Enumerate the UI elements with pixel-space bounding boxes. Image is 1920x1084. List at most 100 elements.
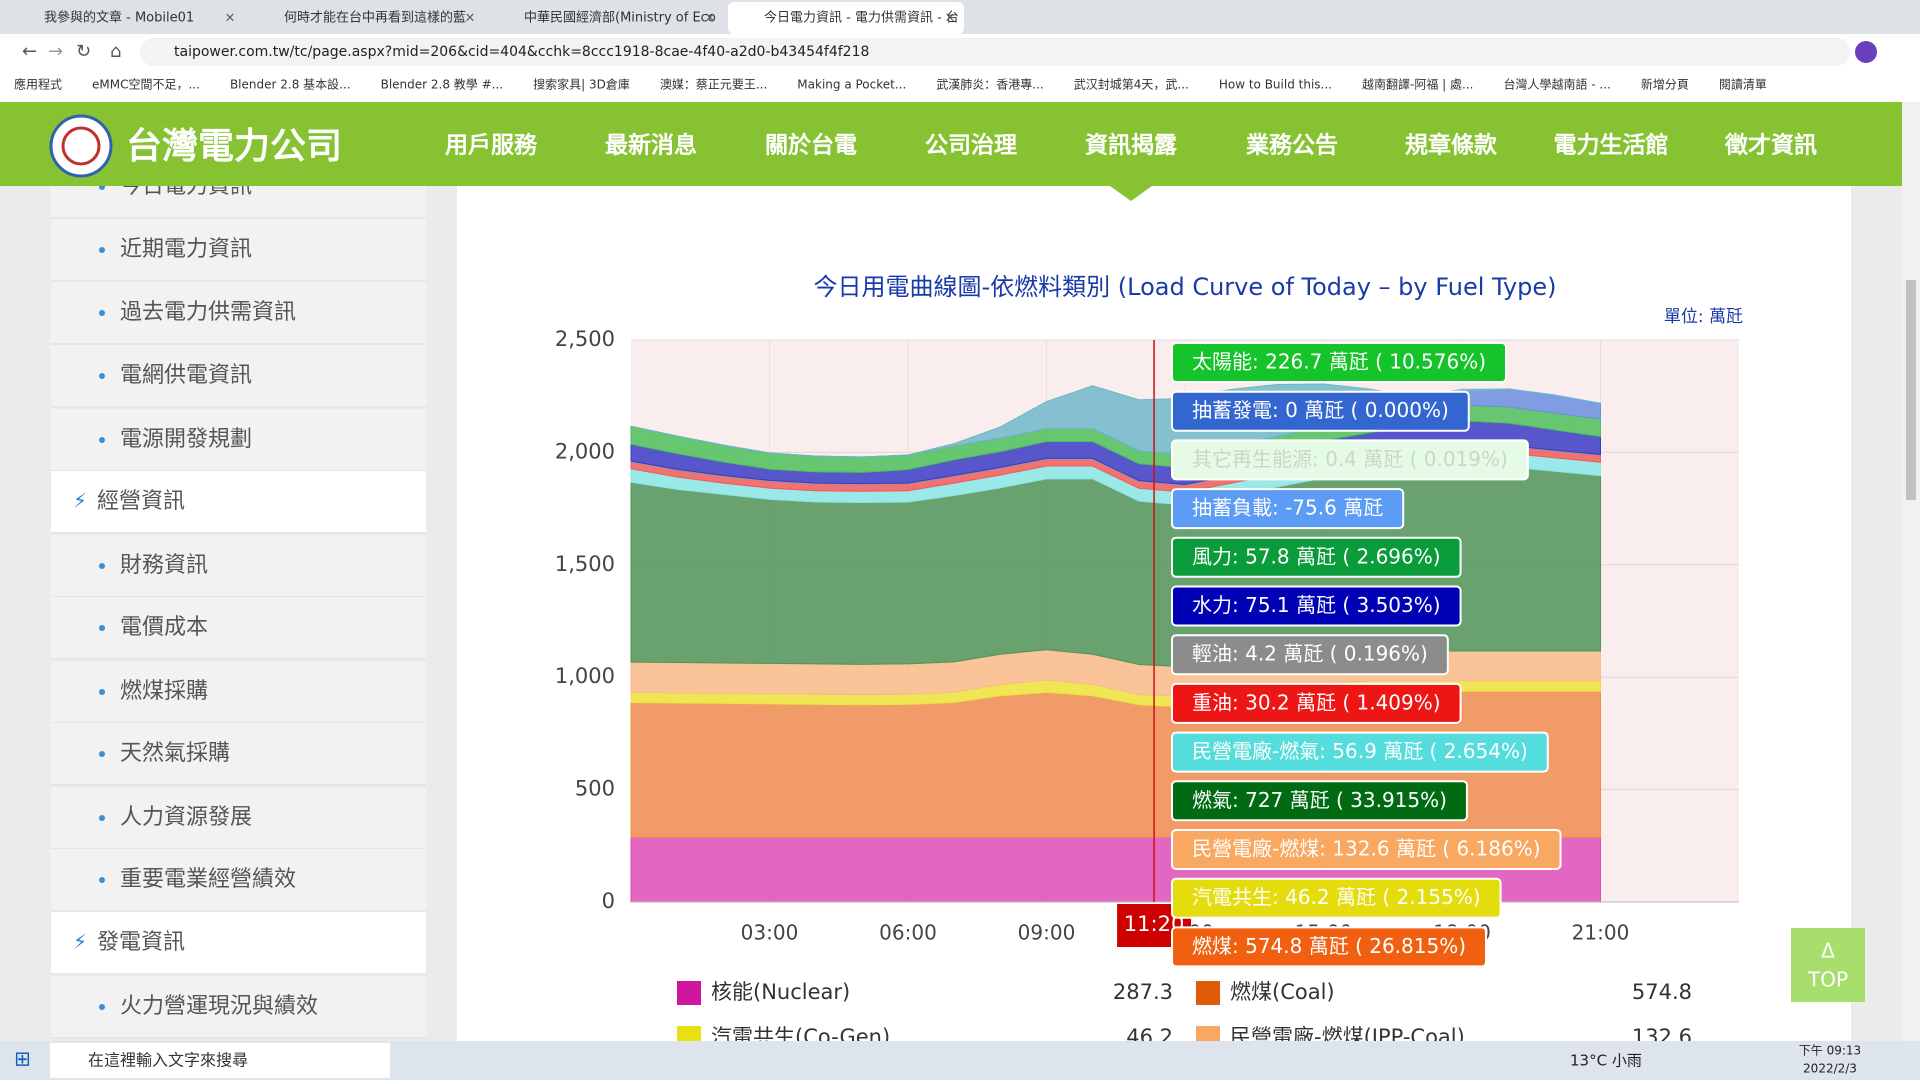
bookmark[interactable]: 台灣人學越南語 - ...: [1503, 77, 1610, 92]
start-button[interactable]: ⊞: [14, 1047, 31, 1071]
tab-title[interactable]: 我參與的文章 - Mobile01: [44, 10, 194, 26]
bookmark[interactable]: 越南翻譯-阿福 | 處...: [1362, 77, 1473, 92]
sidebar-item[interactable]: 電網供電資訊: [120, 363, 252, 388]
reload-button[interactable]: ↻: [76, 41, 91, 62]
sidebar-item[interactable]: 人力資源發展: [120, 805, 252, 830]
sidebar-row[interactable]: [51, 723, 426, 784]
nav-item[interactable]: 電力生活館: [1554, 132, 1669, 159]
tooltip-text: 抽蓄發電: 0 萬瓩 ( 0.000%): [1192, 398, 1449, 422]
tooltip-box: [1171, 634, 1449, 676]
sidebar-item[interactable]: 天然氣採購: [120, 741, 230, 766]
profile[interactable]: [1855, 41, 1877, 63]
legend-label: 核能(Nuclear): [711, 980, 850, 1004]
search-box[interactable]: [50, 1043, 390, 1078]
bullet: [99, 247, 105, 253]
y-tick-label: 0: [602, 889, 615, 913]
tooltip-box: [1171, 585, 1462, 627]
forward-button[interactable]: →: [48, 41, 63, 62]
bookmark[interactable]: eMMC空間不足，...: [92, 78, 200, 92]
bookmark[interactable]: 武汉封城第4天，武...: [1074, 78, 1189, 92]
nav-item[interactable]: 公司治理: [925, 132, 1017, 159]
nav-item[interactable]: 徵才資訊: [1724, 132, 1817, 159]
clock-date[interactable]: 2022/2/3: [1803, 1062, 1857, 1076]
nav-item[interactable]: 業務公告: [1245, 132, 1338, 159]
sidebar-item[interactable]: 電源開發規劃: [120, 427, 252, 452]
nav-item[interactable]: 資訊揭露: [1085, 132, 1178, 159]
tooltip-text: 水力: 75.1 萬瓩 ( 3.503%): [1192, 593, 1441, 617]
tab-title[interactable]: 今日電力資訊 - 電力供需資訊 - 台: [764, 10, 959, 26]
sidebar-item[interactable]: 過去電力供需資訊: [120, 300, 296, 325]
tooltip-text: 民營電廠-燃煤: 132.6 萬瓩 ( 6.186%): [1192, 837, 1541, 861]
sidebar-row[interactable]: [51, 471, 426, 532]
tooltip-box: [1171, 829, 1562, 870]
nav-item[interactable]: 最新消息: [605, 132, 697, 159]
top-icon: Δ: [1821, 939, 1835, 963]
sidebar-item[interactable]: 財務資訊: [120, 553, 208, 578]
tab-title[interactable]: 何時才能在台中再看到這樣的藍: [284, 10, 466, 26]
sidebar-row[interactable]: [51, 597, 426, 658]
bookmark[interactable]: 搜索家具| 3D倉庫: [533, 77, 630, 92]
sidebar-item[interactable]: 近期電力資訊: [120, 237, 252, 262]
sidebar-item[interactable]: 電價成本: [120, 615, 208, 640]
weather[interactable]: 13°C 小雨: [1570, 1052, 1642, 1070]
bookmark[interactable]: 澳媒：蔡正元要王...: [660, 78, 767, 92]
sidebar-row[interactable]: [51, 409, 426, 470]
sidebar-item[interactable]: 重要電業經營績效: [120, 867, 296, 892]
x-tick-label: 03:00: [741, 921, 799, 945]
tooltip-text: 汽電共生: 46.2 萬瓩 ( 2.155%): [1192, 885, 1481, 909]
bookmark[interactable]: Blender 2.8 教學 #...: [381, 77, 504, 92]
top-button[interactable]: [1791, 928, 1865, 1002]
sidebar-row[interactable]: [51, 282, 426, 343]
sidebar-section[interactable]: 發電資訊: [97, 930, 185, 955]
bookmark[interactable]: 應用程式: [14, 77, 62, 92]
bookmark[interactable]: How to Build this...: [1219, 78, 1332, 92]
tab-close[interactable]: ×: [705, 11, 716, 26]
tab-close[interactable]: ×: [225, 11, 236, 26]
chart-title: 今日用電曲線圖-依燃料類別 (Load Curve of Today – by …: [813, 273, 1556, 301]
tooltip-box: [1171, 439, 1529, 481]
bookmark[interactable]: 新增分頁: [1641, 77, 1689, 92]
sidebar-row[interactable]: [51, 219, 426, 280]
nav-item[interactable]: 用戶服務: [445, 132, 538, 159]
sidebar-row[interactable]: [51, 787, 426, 848]
sidebar-row[interactable]: [51, 345, 426, 406]
sidebar-row[interactable]: [51, 849, 426, 910]
home-button[interactable]: ⌂: [110, 41, 121, 62]
nav-pointer: [1110, 186, 1152, 201]
tab-close[interactable]: ×: [945, 11, 956, 26]
tab[interactable]: [728, 2, 964, 34]
tab[interactable]: [248, 2, 484, 34]
nav-item[interactable]: 規章條款: [1405, 132, 1498, 159]
scroll-thumb[interactable]: [1906, 280, 1916, 500]
bookmark[interactable]: Making a Pocket...: [797, 78, 906, 92]
bookmark[interactable]: 武漢肺炎：香港專...: [936, 78, 1043, 92]
tooltip-text: 太陽能: 226.7 萬瓩 ( 10.576%): [1192, 350, 1486, 374]
sidebar-row[interactable]: [51, 661, 426, 722]
sidebar-row[interactable]: [51, 912, 426, 973]
tooltip-box: [1171, 780, 1468, 822]
tab[interactable]: [488, 2, 724, 34]
search-placeholder[interactable]: 在這裡輸入文字來搜尋: [88, 1051, 248, 1070]
clock-time[interactable]: 下午 09:13: [1799, 1044, 1861, 1058]
nav-item[interactable]: 關於台電: [765, 132, 857, 159]
sidebar-row[interactable]: [51, 535, 426, 596]
url[interactable]: taipower.com.tw/tc/page.aspx?mid=206&cid…: [174, 44, 869, 60]
bookmark[interactable]: Blender 2.8 基本設...: [230, 77, 351, 92]
x-tick-label: 09:00: [1018, 921, 1076, 945]
section-icon: ⚡: [73, 489, 87, 513]
sidebar-section[interactable]: 經營資訊: [97, 489, 185, 514]
back-button[interactable]: ←: [22, 41, 37, 62]
x-tick-label: 06:00: [879, 921, 937, 945]
tab-title[interactable]: 中華民國經濟部(Ministry of Eco: [524, 10, 716, 26]
sidebar-row[interactable]: [51, 976, 426, 1037]
tab-close[interactable]: ×: [465, 11, 476, 26]
bullet: [99, 625, 105, 631]
logo-text[interactable]: 台灣電力公司: [126, 126, 342, 167]
tab[interactable]: [8, 2, 244, 34]
sidebar-item[interactable]: 燃煤採購: [120, 679, 208, 704]
sidebar-item[interactable]: 火力營運現況與績效: [120, 994, 318, 1019]
nav-cover: [0, 102, 1902, 186]
logo-mark[interactable]: [49, 114, 113, 178]
address-bar[interactable]: [140, 38, 1850, 66]
bookmark[interactable]: 閱讀清單: [1719, 78, 1767, 92]
